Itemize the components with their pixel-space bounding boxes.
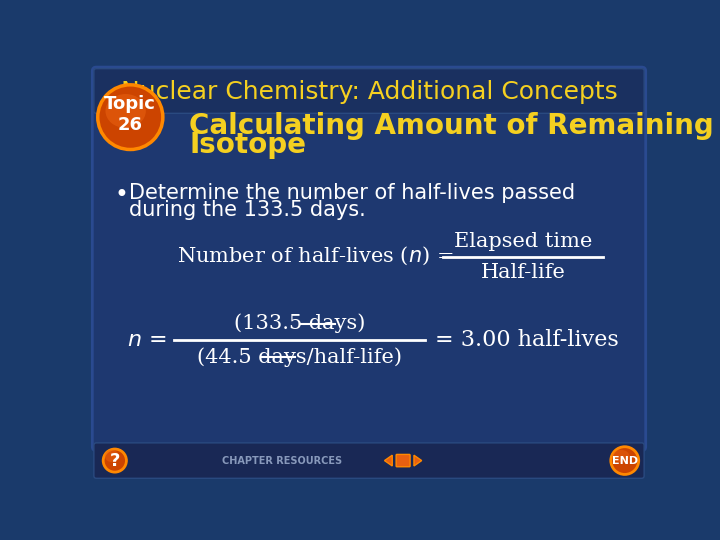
Text: Elapsed time: Elapsed time — [454, 232, 592, 252]
Text: ?: ? — [109, 451, 120, 470]
Circle shape — [98, 85, 163, 150]
FancyBboxPatch shape — [92, 67, 646, 450]
Polygon shape — [414, 455, 422, 466]
Text: Topic
26: Topic 26 — [104, 96, 156, 134]
Text: CHAPTER RESOURCES: CHAPTER RESOURCES — [222, 456, 342, 465]
FancyBboxPatch shape — [94, 443, 644, 478]
Text: Half-life: Half-life — [480, 263, 565, 282]
Text: •: • — [114, 183, 129, 207]
Ellipse shape — [106, 94, 145, 128]
Ellipse shape — [612, 450, 629, 462]
Ellipse shape — [104, 450, 119, 462]
Polygon shape — [384, 455, 392, 466]
Text: = 3.00 half-lives: = 3.00 half-lives — [435, 329, 618, 352]
Text: Number of half-lives ($n$) =: Number of half-lives ($n$) = — [177, 245, 454, 267]
Text: END: END — [612, 456, 638, 465]
Text: Isotope: Isotope — [189, 131, 306, 159]
Text: during the 133.5 days.: during the 133.5 days. — [129, 200, 366, 220]
Text: (133.5 days): (133.5 days) — [233, 314, 365, 333]
Circle shape — [103, 449, 127, 472]
FancyBboxPatch shape — [94, 69, 644, 113]
Text: Calculating Amount of Remaining: Calculating Amount of Remaining — [189, 112, 714, 140]
Circle shape — [611, 447, 639, 475]
Text: Determine the number of half-lives passed: Determine the number of half-lives passe… — [129, 183, 575, 202]
Text: Nuclear Chemistry: Additional Concepts: Nuclear Chemistry: Additional Concepts — [121, 80, 617, 104]
FancyBboxPatch shape — [396, 455, 410, 467]
Text: (44.5 days/half-life): (44.5 days/half-life) — [197, 348, 402, 367]
Text: $n$ =: $n$ = — [127, 329, 166, 352]
